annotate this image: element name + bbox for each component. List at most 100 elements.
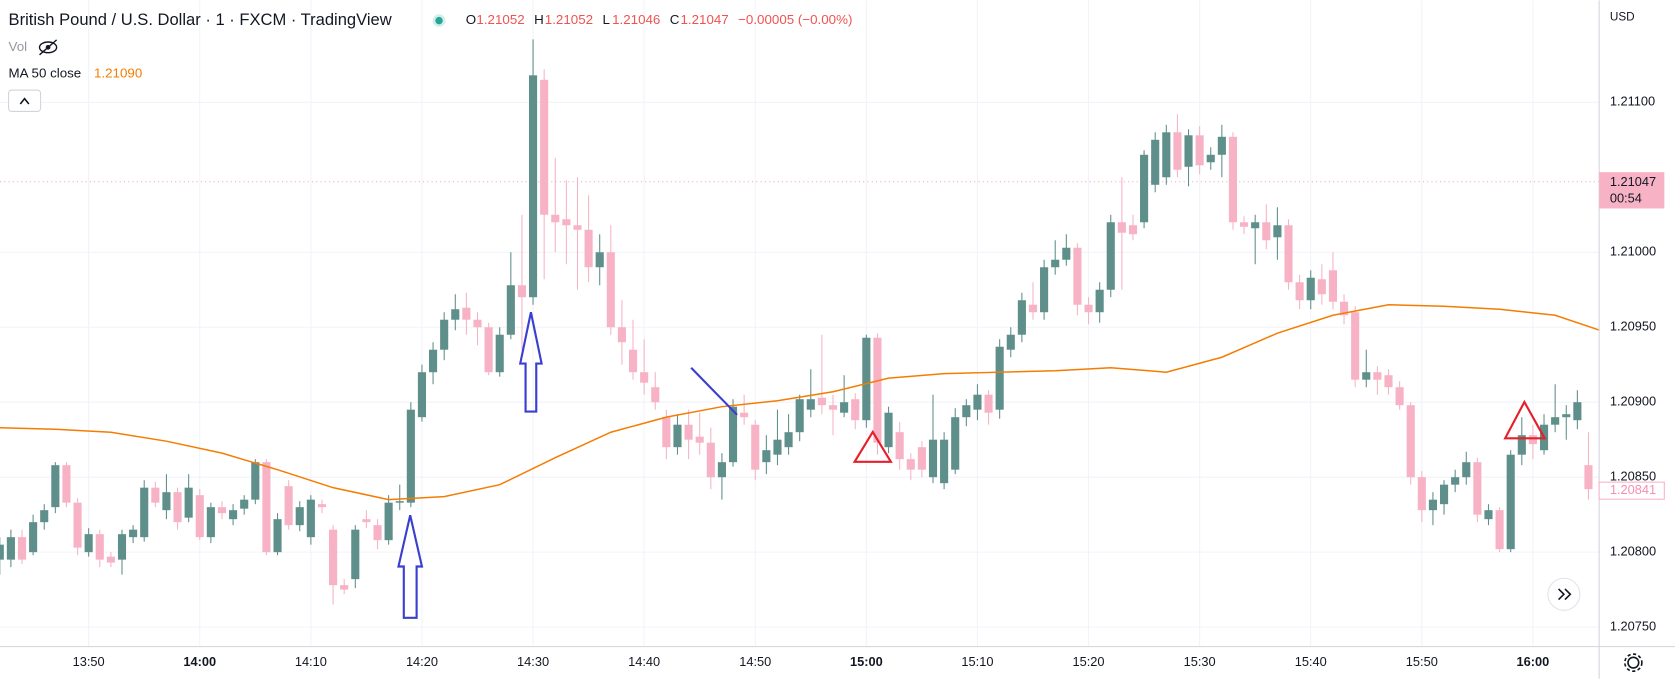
ohlc-value: 1.21047 bbox=[680, 12, 728, 27]
collapse-button[interactable] bbox=[8, 89, 42, 112]
candle-body bbox=[473, 319, 482, 328]
triangle bbox=[1503, 399, 1547, 440]
candle-body bbox=[728, 406, 738, 463]
countdown: 00:54 bbox=[1610, 190, 1642, 205]
ohlc-label: O bbox=[466, 12, 476, 27]
candle-body bbox=[240, 499, 249, 509]
ma-value: 1.21090 bbox=[94, 66, 142, 81]
candle-body bbox=[1317, 279, 1326, 295]
candle-body bbox=[1273, 225, 1282, 238]
last-price-box bbox=[1599, 172, 1665, 209]
arrow-up bbox=[518, 312, 543, 413]
candle-body bbox=[1028, 304, 1038, 313]
ohlc-label: C bbox=[670, 12, 680, 27]
candle-body bbox=[84, 534, 93, 553]
x-tick-label: 14:00 bbox=[183, 654, 216, 669]
candle-body bbox=[1495, 510, 1504, 550]
candle-body bbox=[1206, 154, 1215, 163]
y-tick-label: 1.20900 bbox=[1610, 394, 1656, 409]
candle-body bbox=[51, 465, 60, 508]
candle-body bbox=[1195, 135, 1204, 166]
candle-body bbox=[962, 405, 971, 418]
candle-body bbox=[884, 412, 893, 448]
scroll-button[interactable] bbox=[1547, 577, 1581, 611]
candle-body bbox=[1528, 435, 1537, 445]
candle-body bbox=[851, 399, 860, 421]
ohlc-value: 1.21052 bbox=[545, 12, 593, 27]
trend-line bbox=[690, 367, 738, 416]
candle-body bbox=[284, 486, 293, 526]
candle-body bbox=[1562, 414, 1571, 418]
candle-body bbox=[506, 285, 515, 335]
ohlc-label: H bbox=[534, 12, 544, 27]
candle-body bbox=[462, 307, 471, 320]
settings-icon[interactable] bbox=[1623, 653, 1643, 672]
x-tick-label: 14:40 bbox=[628, 654, 660, 669]
x-tick-label: 15:40 bbox=[1295, 654, 1327, 669]
candle-body bbox=[762, 450, 771, 463]
candle-body bbox=[140, 487, 149, 538]
candle-body bbox=[940, 439, 949, 484]
candle-body bbox=[717, 462, 726, 478]
candle-body bbox=[873, 337, 882, 443]
candle-body bbox=[640, 372, 649, 383]
candle-body bbox=[906, 459, 915, 470]
ma-price-box bbox=[1598, 481, 1665, 500]
candle-body bbox=[262, 462, 271, 553]
y-tick-label: 1.21000 bbox=[1610, 244, 1656, 259]
candle-body bbox=[0, 544, 4, 560]
candle-body bbox=[1228, 136, 1238, 223]
candle-body bbox=[95, 534, 104, 560]
candle-body bbox=[540, 79, 549, 215]
candle-body bbox=[406, 409, 415, 503]
candle-body bbox=[384, 502, 393, 541]
candle-body bbox=[1184, 135, 1193, 167]
candle-body bbox=[1573, 402, 1582, 421]
candle-body bbox=[1351, 312, 1360, 380]
candle-body bbox=[662, 417, 671, 448]
y-tick-label: 1.20950 bbox=[1610, 319, 1656, 334]
candle-body bbox=[1117, 222, 1126, 233]
candle-body bbox=[995, 346, 1004, 410]
candle-body bbox=[617, 327, 626, 343]
candle-body bbox=[1162, 132, 1171, 178]
ma-price-label: 1.20841 bbox=[1610, 482, 1656, 497]
y-tick-label: 1.21100 bbox=[1610, 94, 1655, 109]
triangle bbox=[852, 429, 893, 463]
candle-body bbox=[684, 424, 693, 440]
candle-body bbox=[1284, 225, 1293, 283]
candle-body bbox=[184, 487, 193, 518]
candle-body bbox=[484, 327, 493, 373]
candle-body bbox=[606, 252, 615, 328]
ma-line bbox=[0, 304, 1600, 501]
candle-body bbox=[706, 442, 715, 478]
ohlc-value: 1.21046 bbox=[612, 12, 660, 27]
candle-body bbox=[817, 397, 826, 406]
candle-body bbox=[251, 462, 260, 500]
candle-body bbox=[584, 229, 593, 268]
candle-body bbox=[840, 402, 849, 413]
candle-body bbox=[1062, 247, 1071, 260]
candle-body bbox=[229, 510, 238, 520]
candle-body bbox=[1106, 222, 1115, 290]
candle-body bbox=[1262, 222, 1271, 241]
candle-body bbox=[1439, 484, 1449, 505]
candle-body bbox=[495, 334, 504, 373]
candle-body bbox=[773, 439, 782, 455]
candle-body bbox=[40, 510, 49, 523]
x-tick-label: 14:20 bbox=[406, 654, 438, 669]
candle-body bbox=[751, 424, 760, 470]
candle-body bbox=[29, 522, 38, 553]
y-tick-label: 1.20750 bbox=[1610, 619, 1656, 634]
candle-body bbox=[129, 529, 138, 538]
candle-body bbox=[928, 439, 938, 478]
candle-body bbox=[151, 487, 160, 503]
candle-body bbox=[1384, 375, 1393, 388]
x-tick-label: 14:50 bbox=[739, 654, 771, 669]
currency: USD bbox=[1610, 11, 1635, 24]
candle-body bbox=[862, 337, 871, 421]
status-dot bbox=[435, 16, 443, 25]
hide-icon[interactable] bbox=[38, 39, 58, 56]
